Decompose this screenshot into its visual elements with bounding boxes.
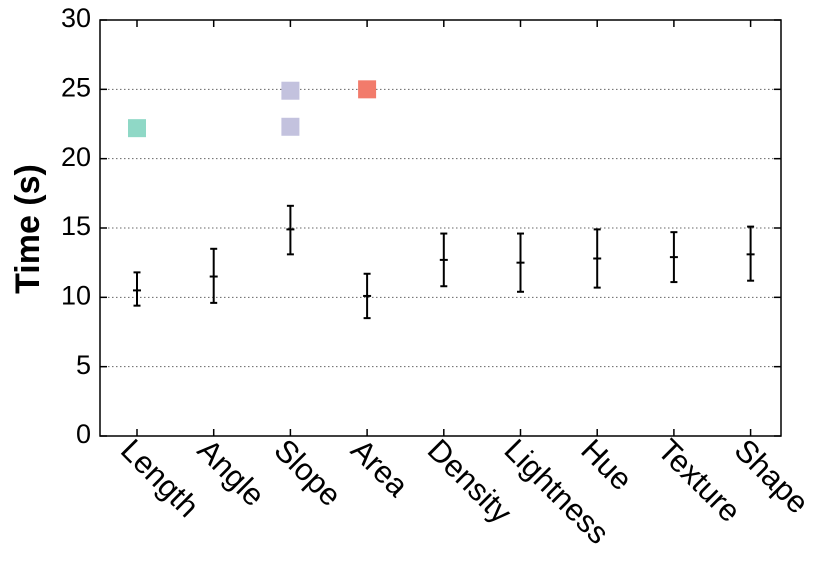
category-label: Area	[344, 432, 416, 504]
y-axis-ticks: 0 5 10 15 20 25 30	[61, 3, 781, 449]
y-tick-label: 30	[61, 3, 91, 33]
y-tick-label: 25	[61, 72, 91, 102]
highlight-markers	[128, 80, 377, 138]
y-axis-label: Time (s)	[9, 164, 47, 294]
error-bars	[133, 204, 755, 320]
y-tick-label: 10	[61, 280, 91, 310]
category-label: Texture	[651, 432, 748, 529]
category-label: Slope	[267, 432, 348, 513]
category-label: Hue	[574, 432, 639, 497]
y-tick-label: 15	[61, 211, 91, 241]
highlight-marker	[281, 117, 300, 136]
y-tick-label: 0	[76, 419, 91, 449]
y-tick-label: 20	[61, 142, 91, 172]
highlight-marker	[128, 119, 146, 138]
category-label: Length	[114, 432, 206, 524]
y-tick-label: 5	[76, 350, 91, 380]
highlight-marker	[358, 80, 377, 99]
category-label: Density	[421, 432, 519, 530]
gridlines	[100, 88, 781, 368]
highlight-marker	[281, 81, 300, 100]
